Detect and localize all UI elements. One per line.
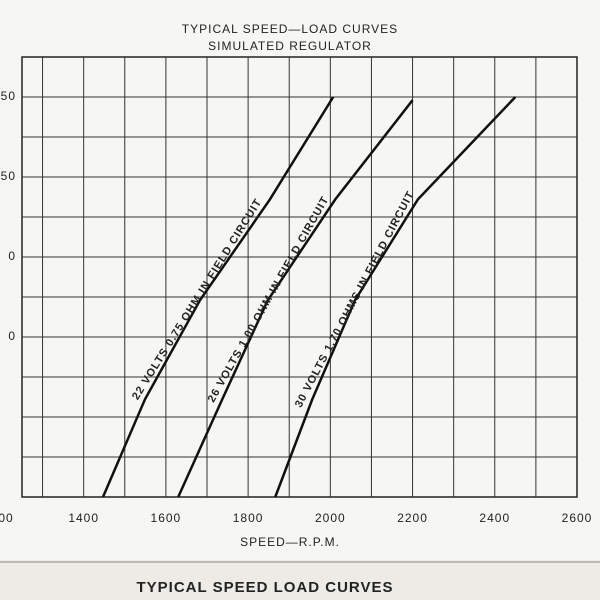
x-axis-label: SPEED—R.P.M. bbox=[240, 535, 340, 549]
x-tick-label: 2000 bbox=[315, 511, 346, 525]
caption: TYPICAL SPEED LOAD CURVES bbox=[137, 579, 394, 596]
x-tick-label: 2200 bbox=[397, 511, 428, 525]
y-tick-label: 0 bbox=[8, 249, 16, 263]
chart-subtitle: SIMULATED REGULATOR bbox=[208, 39, 372, 53]
x-tick-label: 2600 bbox=[562, 511, 593, 525]
curve bbox=[177, 99, 414, 498]
y-tick-label: 50 bbox=[1, 169, 16, 183]
y-tick-label: 50 bbox=[1, 89, 16, 103]
chart-title: TYPICAL SPEED—LOAD CURVES bbox=[182, 22, 398, 36]
curve bbox=[101, 96, 335, 498]
x-tick-label: 00 bbox=[0, 511, 14, 525]
x-tick-label: 2400 bbox=[479, 511, 510, 525]
y-tick-label: 0 bbox=[8, 329, 16, 343]
x-tick-label: 1800 bbox=[233, 511, 264, 525]
x-tick-label: 1600 bbox=[151, 511, 182, 525]
plot-frame bbox=[21, 56, 578, 498]
x-tick-label: 1400 bbox=[68, 511, 99, 525]
curve bbox=[274, 96, 517, 498]
paper bbox=[0, 0, 600, 560]
